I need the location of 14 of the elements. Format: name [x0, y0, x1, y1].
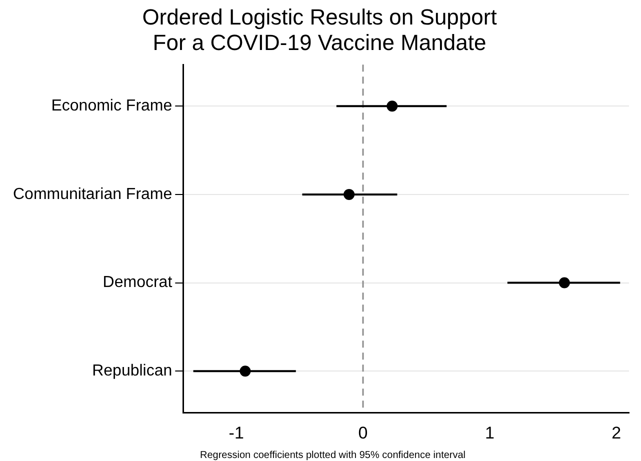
point [386, 100, 398, 112]
x-tick-label: 1 [484, 423, 494, 442]
text: Regression coefficients plotted with 95% confidence interval [200, 450, 466, 461]
point [558, 277, 570, 288]
y-tick-label: Democrat [102, 274, 173, 292]
chart-title: Ordered Logistic Results on Support For a COVID-19 Vaccine Mandate [142, 4, 497, 56]
x-tick-label: 2 [612, 423, 622, 442]
y-tick-label: Communitarian Frame [13, 186, 172, 203]
x-tick-label: 0 [358, 423, 368, 442]
point [344, 188, 355, 200]
y-tick-label: Republican [92, 362, 172, 380]
point [240, 366, 251, 377]
y-tick-label: Economic Frame [51, 98, 172, 115]
x-tick-label: -1 [228, 423, 244, 442]
